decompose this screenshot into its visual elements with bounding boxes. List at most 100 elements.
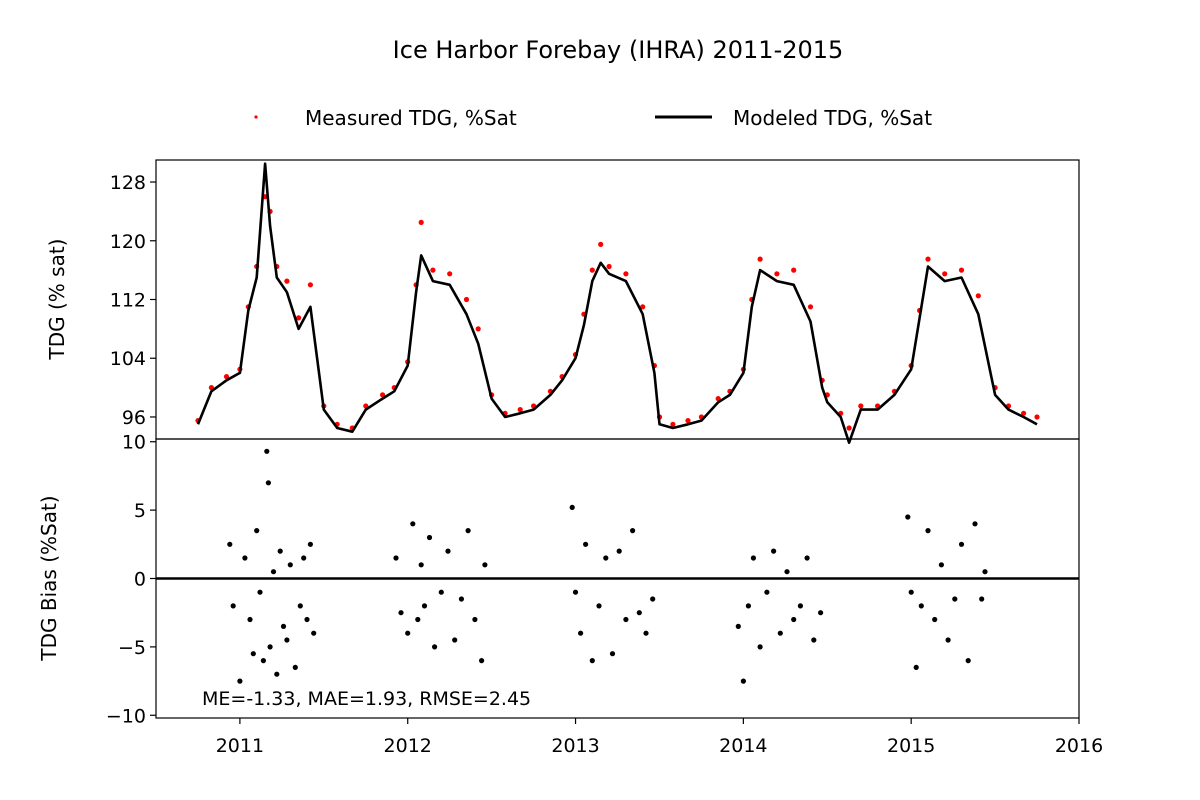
measured-point <box>623 271 629 277</box>
measured-point <box>463 296 470 303</box>
y-tick-label: 0 <box>134 569 146 591</box>
measured-point <box>807 304 814 310</box>
top-panel: 96 104 112 120 128 TDG (% sat) <box>45 159 1080 445</box>
bias-point <box>750 555 757 561</box>
measured-point <box>223 374 230 380</box>
bias-point <box>777 630 783 636</box>
bias-point <box>745 603 752 609</box>
bias-point <box>242 555 248 561</box>
measured-point <box>846 425 852 431</box>
bias-point <box>636 610 642 616</box>
bias-point <box>257 589 263 595</box>
bias-point <box>578 630 584 636</box>
bias-point <box>421 603 428 609</box>
measured-point <box>670 421 676 427</box>
bias-point <box>280 623 287 630</box>
measured-point <box>284 278 290 284</box>
stats-annotation: ME=-1.33, MAE=1.93, RMSE=2.45 <box>202 688 531 710</box>
y-tick-label: 112 <box>110 290 146 312</box>
measured-point <box>380 392 386 398</box>
measured-point <box>589 267 595 273</box>
y-tick-label: 5 <box>134 500 146 522</box>
bias-point <box>265 480 271 486</box>
measured-point <box>430 267 436 273</box>
bias-point <box>938 562 945 568</box>
bias-point <box>979 596 985 602</box>
bias-point <box>277 548 283 554</box>
bias-point <box>623 616 629 623</box>
bias-point <box>569 504 575 510</box>
bias-point <box>472 616 478 623</box>
bias-point <box>650 596 656 602</box>
bias-point <box>596 603 602 609</box>
measured-point <box>475 326 481 332</box>
measured-point <box>715 396 721 402</box>
bias-point <box>932 616 938 623</box>
measured-point <box>307 282 313 288</box>
legend: Measured TDG, %Sat Modeled TDG, %Sat <box>254 106 932 130</box>
bias-point <box>771 548 777 554</box>
bias-point <box>260 658 266 664</box>
x-tick-label: 2013 <box>551 735 599 757</box>
bias-point <box>982 569 988 575</box>
bias-point <box>908 589 914 595</box>
bias-point <box>740 678 747 684</box>
bias-point <box>905 514 911 520</box>
bias-point <box>254 528 260 534</box>
bias-point <box>804 555 810 561</box>
y-tick-label: 120 <box>110 231 146 253</box>
modeled-line <box>196 162 1038 445</box>
bias-point <box>405 630 411 636</box>
bias-point <box>764 589 770 595</box>
bias-point <box>616 548 622 554</box>
x-tick-label: 2011 <box>216 735 264 757</box>
bias-point <box>945 637 951 643</box>
bias-point <box>784 569 790 575</box>
measured-point <box>296 315 302 321</box>
measured-point <box>791 267 797 273</box>
bias-point <box>482 562 488 568</box>
bias-point <box>230 603 236 609</box>
bias-point <box>757 644 763 650</box>
bias-point <box>393 555 399 561</box>
measured-point <box>517 407 523 413</box>
x-tick-label: 2012 <box>384 735 432 757</box>
bias-point <box>479 658 485 664</box>
bias-point <box>415 616 421 623</box>
legend-modeled-label: Modeled TDG, %Sat <box>733 106 932 130</box>
y-tick-label: −5 <box>118 637 146 659</box>
y-tick-label: −10 <box>106 705 146 727</box>
y-tick-label: 96 <box>122 407 146 429</box>
bias-point <box>925 528 931 534</box>
measured-point <box>958 267 965 273</box>
measured-point <box>925 256 931 262</box>
bottom-y-ticks: −10 −5 0 5 10 <box>106 432 156 727</box>
bias-point <box>972 521 978 527</box>
bias-point <box>398 610 404 616</box>
bias-point <box>311 630 317 636</box>
bias-point <box>292 664 298 671</box>
bias-point <box>264 448 270 454</box>
bias-point <box>438 589 444 595</box>
bias-point <box>270 569 277 575</box>
measured-point <box>1034 414 1040 420</box>
measured-point <box>598 241 604 247</box>
bottom-panel: −10 −5 0 5 10 2011 2012 2013 2014 2015 2016 TDG B… <box>37 432 1103 757</box>
bias-point <box>452 637 458 643</box>
modeled-series <box>196 162 1038 445</box>
bias-point <box>572 589 579 595</box>
bias-point <box>603 555 609 561</box>
bottom-y-axis-label: TDG Bias (%Sat) <box>37 495 61 661</box>
bias-point <box>952 596 958 602</box>
measured-point <box>606 263 612 270</box>
bias-point <box>284 637 290 643</box>
bias-point <box>958 541 965 547</box>
bias-point <box>811 637 817 643</box>
x-tick-label: 2014 <box>719 735 767 757</box>
measured-point <box>418 219 424 225</box>
bias-point <box>965 658 971 664</box>
bias-point <box>609 651 616 657</box>
bias-point <box>797 603 804 609</box>
bias-point <box>913 664 919 671</box>
